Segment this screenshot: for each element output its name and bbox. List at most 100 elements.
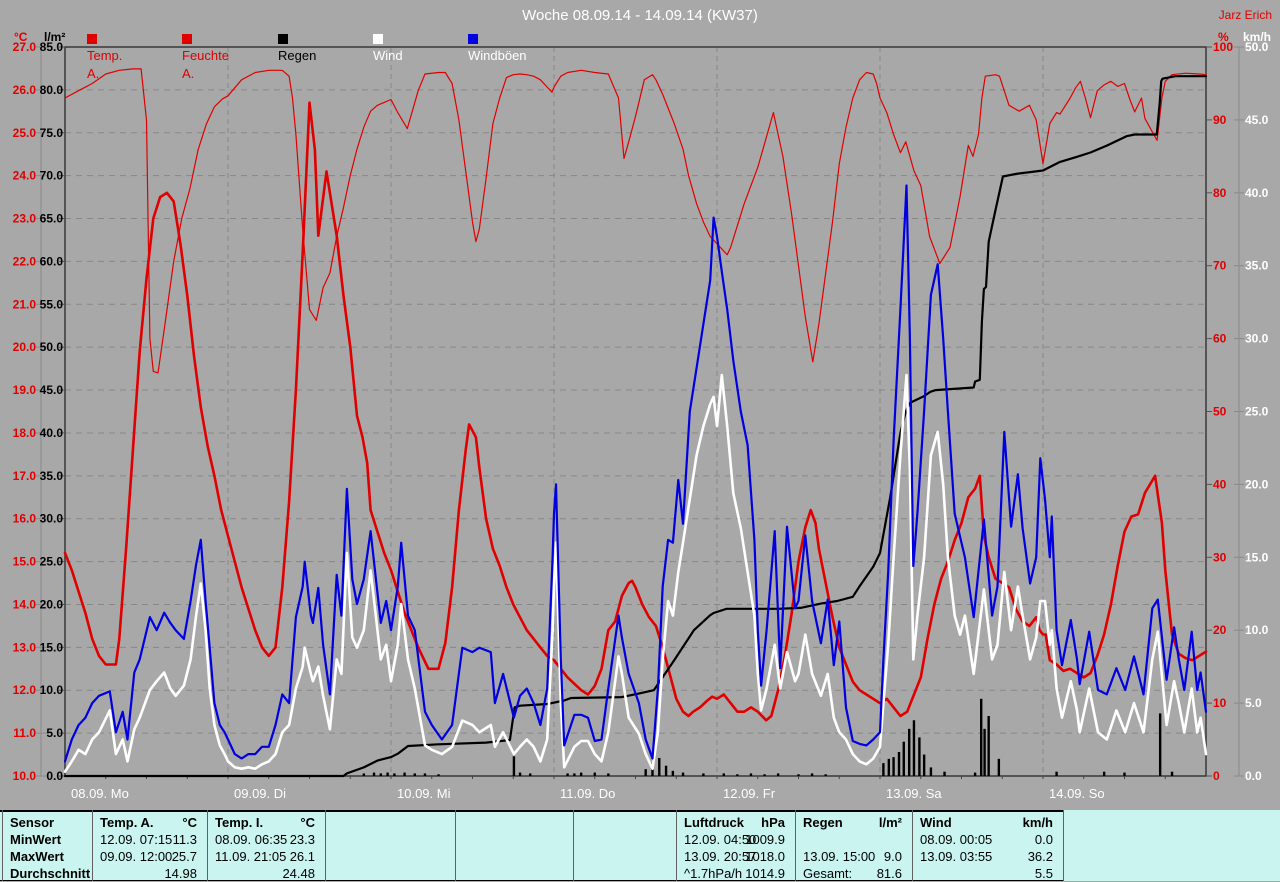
lm2-tick-label: 25.0	[40, 555, 64, 569]
table-row-label: MaxWert	[10, 849, 64, 864]
rain-bar	[518, 772, 522, 776]
rain-bar	[810, 773, 814, 776]
legend-label: Wind	[373, 48, 403, 63]
temp-tick-label: 10.0	[13, 769, 37, 783]
table-cell-time: Gesamt:	[803, 866, 853, 881]
rain-bar	[379, 773, 383, 776]
temp-tick-label: 18.0	[13, 426, 37, 440]
table-col-header: Temp. I.	[215, 815, 264, 830]
table-separator	[207, 810, 208, 881]
table-cell-value: 11.3	[172, 832, 197, 847]
table-cell-time: 13.09. 15:00	[803, 849, 876, 864]
table-separator	[455, 810, 456, 881]
table-cell-value: 36.2	[1027, 849, 1053, 864]
table-col-unit: °C	[300, 815, 315, 830]
day-label: 14.09. So	[1049, 786, 1105, 801]
rain-bar	[393, 773, 396, 776]
legend-swatch-icon	[468, 34, 478, 44]
lm2-tick-label: 75.0	[40, 126, 64, 140]
table-cell-time: ^1.7hPa/h	[684, 866, 743, 881]
rain-bar	[566, 773, 569, 776]
lm2-tick-label: 55.0	[40, 297, 64, 311]
pct-tick-label: 70	[1213, 259, 1227, 273]
table-border	[0, 879, 1063, 881]
rain-bar	[437, 774, 440, 776]
rain-bar	[1170, 771, 1174, 776]
legend-swatch-icon	[182, 34, 192, 44]
lm2-tick-label: 50.0	[40, 340, 64, 354]
rain-bar	[671, 770, 675, 776]
rain-bar	[573, 773, 576, 776]
temp-tick-label: 11.0	[13, 726, 36, 740]
rain-bar	[423, 773, 427, 776]
table-cell-value: 23.3	[289, 832, 315, 847]
kmh-tick-label: 10.0	[1245, 623, 1269, 637]
rain-bar	[929, 767, 933, 776]
temp-tick-label: 21.0	[13, 297, 37, 311]
legend-label: Temp. A.	[87, 48, 123, 81]
kmh-tick-label: 0.0	[1245, 769, 1262, 783]
rain-bar	[983, 728, 986, 776]
rain-bar	[593, 772, 596, 776]
rain-bar	[658, 757, 661, 776]
table-cell-value: 1014.9	[745, 866, 785, 881]
table-cell-value: 25.7	[171, 849, 197, 864]
rain-bar	[973, 772, 977, 776]
temp-tick-label: 27.0	[13, 40, 37, 54]
table-col-header: Wind	[920, 815, 952, 830]
table-border	[0, 810, 1063, 812]
kmh-tick-label: 20.0	[1245, 477, 1269, 491]
rain-bar	[943, 771, 946, 776]
rain-bar	[997, 758, 1001, 776]
day-label: 08.09. Mo	[71, 786, 129, 801]
rain-bar	[386, 772, 389, 776]
kmh-tick-label: 15.0	[1245, 550, 1269, 564]
temp-tick-label: 22.0	[13, 254, 37, 268]
kmh-tick-label: 30.0	[1245, 332, 1269, 346]
rain-bar	[749, 773, 753, 776]
rain-bar	[362, 773, 366, 776]
lm2-tick-label: 60.0	[40, 254, 64, 268]
series-wind	[63, 373, 1208, 773]
temp-tick-label: 24.0	[13, 169, 37, 183]
legend-item-4: Windböen	[468, 30, 527, 63]
legend-label: Windböen	[468, 48, 527, 63]
lm2-tick-label: 0.0	[46, 769, 63, 783]
rain-bar	[922, 754, 926, 776]
legend-swatch-icon	[278, 34, 288, 44]
table-separator	[1063, 810, 1064, 881]
series-windb-en	[63, 184, 1208, 763]
rain-bar	[979, 698, 983, 776]
table-col-header: Luftdruck	[684, 815, 744, 830]
pct-tick-label: 0	[1213, 769, 1220, 783]
table-cell-value: 26.1	[289, 849, 315, 864]
lm2-tick-label: 5.0	[46, 726, 63, 740]
lm2-tick-label: 40.0	[40, 426, 64, 440]
rain-bar	[403, 772, 406, 776]
table-separator	[325, 810, 326, 881]
table-separator	[2, 810, 3, 881]
table-cell-value: 24.48	[282, 866, 315, 881]
table-row-label: Durchschnitt	[10, 866, 91, 881]
rain-bar	[722, 773, 725, 776]
kmh-tick-label: 40.0	[1245, 186, 1269, 200]
pct-tick-label: 30	[1213, 550, 1227, 564]
rain-bar	[776, 773, 780, 776]
temp-tick-label: 19.0	[13, 383, 37, 397]
table-col-unit: km/h	[1022, 815, 1053, 830]
legend-item-1: Feuchte A.	[182, 30, 229, 81]
legend-label: Regen	[278, 48, 317, 63]
rain-bar	[512, 756, 516, 776]
legend-swatch-icon	[373, 34, 383, 44]
day-label: 11.09. Do	[560, 786, 615, 801]
temp-tick-label: 14.0	[13, 597, 37, 611]
pct-tick-label: 10	[1213, 696, 1227, 710]
table-row-label: MinWert	[10, 832, 62, 847]
temp-tick-label: 15.0	[13, 555, 37, 569]
rain-bar	[1102, 771, 1106, 776]
author-label: Jarz Erich	[1218, 8, 1272, 22]
lm2-tick-label: 80.0	[40, 83, 64, 97]
rain-bar	[887, 758, 891, 776]
table-cell-time: 13.09. 03:55	[920, 849, 993, 864]
lm2-tick-label: 65.0	[40, 212, 64, 226]
